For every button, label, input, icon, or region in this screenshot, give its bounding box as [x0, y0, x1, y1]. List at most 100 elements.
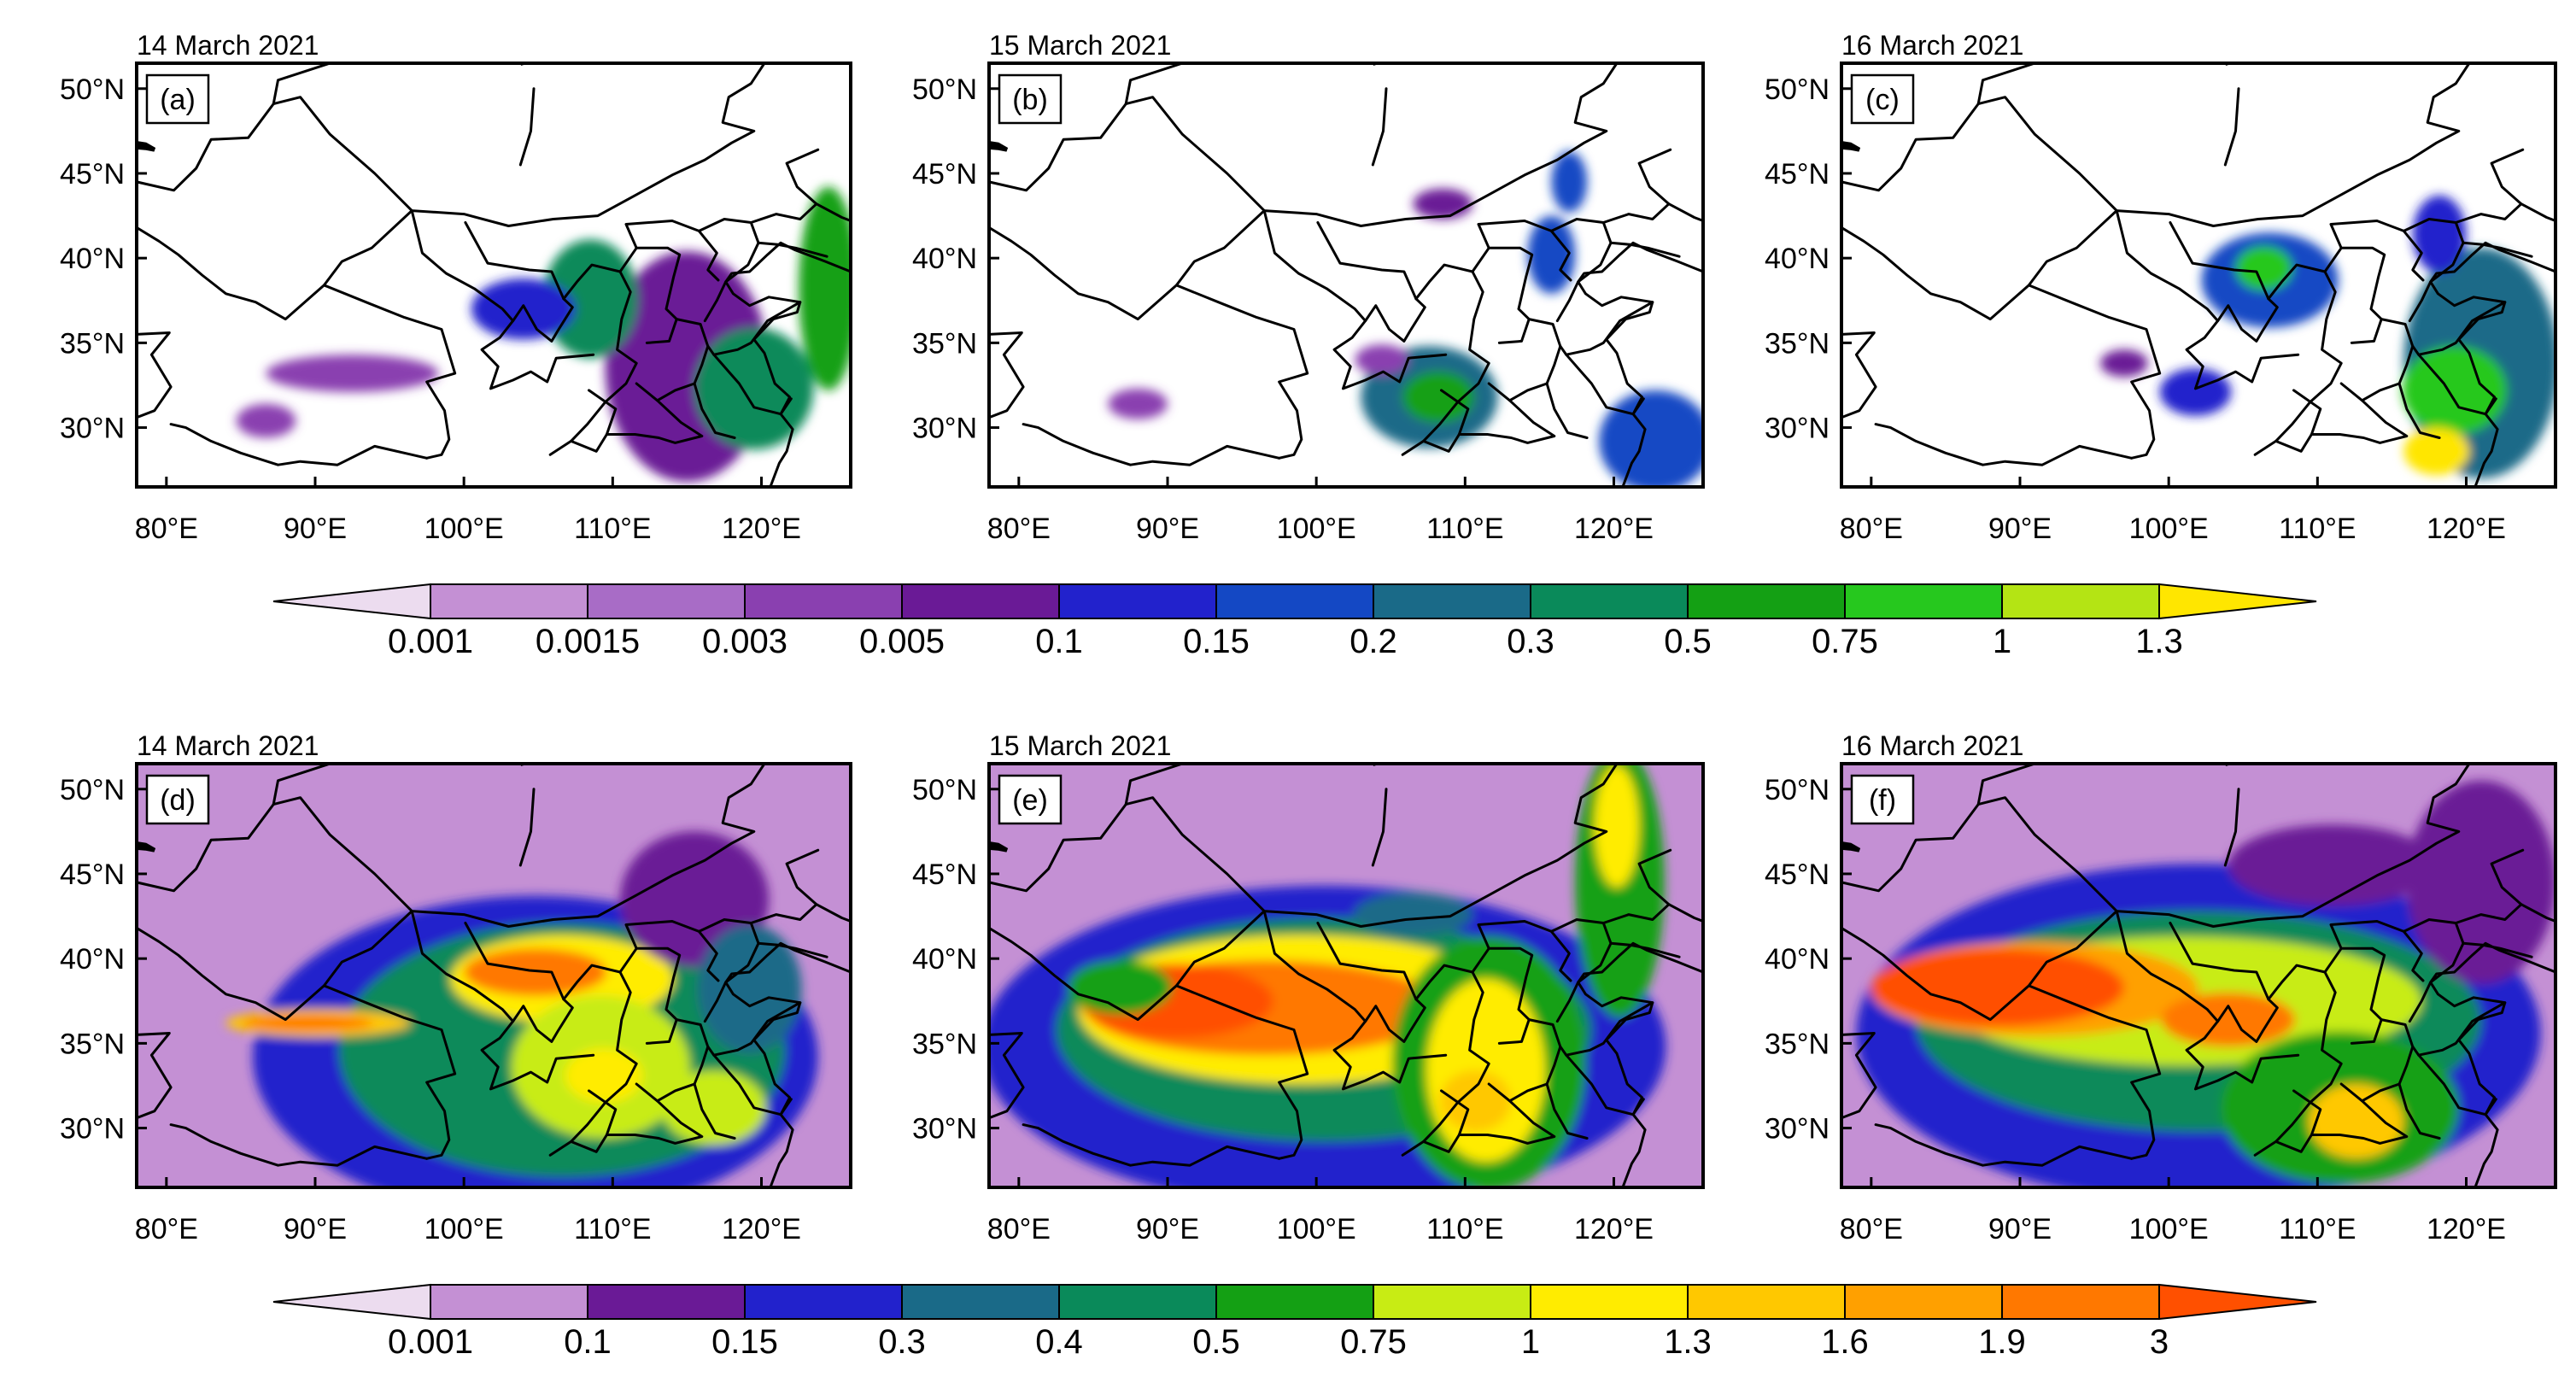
lon-tick-label: 90°E	[1136, 1213, 1199, 1245]
boundary-line-17	[570, 399, 704, 453]
boundary-line-18	[2292, 1089, 2322, 1136]
boundary-line-7	[1262, 209, 1448, 390]
lat-tick-label: 45°N	[912, 859, 977, 891]
boundary-line-16	[2397, 382, 2441, 439]
map-area	[1841, 764, 2556, 1187]
colorbar-level-label: 3	[2150, 1323, 2169, 1361]
map-frame	[135, 762, 852, 1189]
boundary-line-4	[1841, 331, 1877, 419]
colorbar-swatch	[1844, 583, 2003, 619]
boundary-line-18	[588, 1089, 618, 1136]
boundary-line-1	[989, 63, 1619, 227]
map-frame	[987, 62, 1705, 489]
boundary-line-2	[1976, 63, 2036, 106]
boundary-line-21	[2520, 903, 2556, 923]
lon-tick-label: 110°E	[574, 513, 651, 545]
boundary-line-22	[1371, 87, 1388, 167]
colorbar-swatch	[1058, 1284, 1217, 1320]
boundary-line-14	[1487, 344, 1562, 402]
boundary-line-17	[1422, 1099, 1556, 1153]
boundary-line-12	[697, 229, 720, 282]
boundary-line-8	[464, 922, 574, 1043]
coastline	[1577, 241, 1703, 487]
lake-baikal-outline	[1373, 63, 1382, 66]
lat-tick-label: 50°N	[912, 73, 977, 106]
lon-tick-label: 80°E	[1840, 1213, 1903, 1245]
boundary-line-2	[272, 63, 331, 106]
boundary-line-3	[137, 209, 413, 321]
boundary-line-16	[693, 1082, 736, 1140]
lat-axis: 50°N 45°N 40°N 35°N 30°N	[1765, 774, 1852, 1146]
contour-region-8	[565, 1048, 643, 1103]
boundary-line-13	[675, 1001, 802, 1057]
colorbar-level-label: 1.6	[1821, 1323, 1869, 1361]
colorbar-swatch	[1215, 1284, 1374, 1320]
panel-date-title: 16 March 2021	[1841, 30, 2023, 61]
lon-tick-label: 100°E	[2129, 1213, 2209, 1245]
lon-tick-label: 90°E	[284, 1213, 347, 1245]
lat-tick-label: 45°N	[60, 158, 125, 190]
colorbar-arrow-low	[272, 1283, 431, 1321]
boundary-line-5	[1874, 423, 2134, 466]
contour-region-6	[1355, 344, 1409, 376]
colorbar-level-label: 0.001	[388, 1323, 473, 1361]
map-boundaries	[989, 63, 1703, 487]
boundary-line-22	[518, 87, 536, 167]
colorbar-swatch	[587, 1284, 746, 1320]
lat-axis: 50°N 45°N 40°N 35°N 30°N	[1765, 73, 1852, 445]
lat-axis: 50°N 45°N 40°N 35°N 30°N	[60, 774, 147, 1146]
lat-tick-label: 45°N	[60, 859, 125, 891]
lat-tick-label: 45°N	[1765, 859, 1830, 891]
lon-tick-label: 120°E	[1574, 1213, 1654, 1245]
boundary-line-10	[618, 946, 682, 1045]
lat-tick-label: 35°N	[60, 327, 125, 360]
boundary-line-2	[272, 764, 331, 806]
lon-tick-label: 80°E	[1840, 513, 1903, 545]
colorbar-swatch	[2001, 583, 2160, 619]
lon-tick-label: 100°E	[424, 1213, 504, 1245]
boundary-line-1	[137, 63, 766, 227]
lake-baikal-outline	[2225, 63, 2234, 66]
panel-date-title: 15 March 2021	[989, 730, 1171, 761]
boundary-line-8	[1316, 221, 1426, 343]
map-panel-b: 15 March 2021 (b) 50°N 45°N 40°N 35°N 30°N 80°E…	[912, 30, 1705, 545]
colorbar-arrow-high	[2158, 583, 2317, 620]
panel-date-title: 14 March 2021	[137, 30, 319, 61]
lon-axis: 80°E 90°E 100°E 110°E 120°E	[1840, 477, 2506, 545]
boundary-line-6	[1174, 284, 1309, 460]
colorbar-level-label: 1.3	[2135, 623, 2183, 660]
boundary-line-13	[1527, 301, 1654, 356]
boundary-line-1	[989, 764, 1619, 928]
lon-tick-label: 80°E	[987, 1213, 1051, 1245]
boundary-line-13	[2380, 301, 2507, 356]
colorbar-swatch	[1687, 1284, 1846, 1320]
contour-region-9	[661, 1070, 766, 1146]
colorbar-level-label: 1.9	[1978, 1323, 2026, 1361]
lake-balkhash-outline	[137, 841, 156, 853]
boundary-line-12	[2402, 229, 2425, 282]
lon-tick-label: 80°E	[987, 513, 1051, 545]
lon-axis: 80°E 90°E 100°E 110°E 120°E	[987, 477, 1654, 545]
boundary-line-17	[570, 1099, 704, 1153]
boundary-line-5	[169, 423, 429, 466]
colorbar-level-label: 0.15	[1183, 623, 1250, 660]
boundary-line-3	[137, 910, 413, 1022]
lat-tick-label: 30°N	[1765, 413, 1830, 445]
panel-label: (e)	[1012, 784, 1048, 817]
contour-region-5	[1108, 388, 1168, 419]
lon-tick-label: 80°E	[135, 513, 198, 545]
lat-axis: 50°N 45°N 40°N 35°N 30°N	[912, 73, 999, 445]
boundary-line-5	[1022, 423, 1281, 466]
colorbar-level-label: 0.5	[1664, 623, 1712, 660]
colorbar-level-label: 0.5	[1192, 1323, 1240, 1361]
boundary-line-9	[548, 964, 638, 1157]
contour-region-8	[2100, 349, 2148, 378]
coastline	[724, 241, 851, 487]
contour-region-6	[471, 278, 576, 340]
boundary-line-18	[1440, 389, 1470, 436]
lat-tick-label: 30°N	[60, 1113, 125, 1146]
lat-tick-label: 50°N	[1765, 774, 1830, 806]
boundary-line-21	[2520, 202, 2556, 222]
lat-tick-label: 35°N	[1765, 1028, 1830, 1060]
contour-region-5	[266, 355, 439, 392]
